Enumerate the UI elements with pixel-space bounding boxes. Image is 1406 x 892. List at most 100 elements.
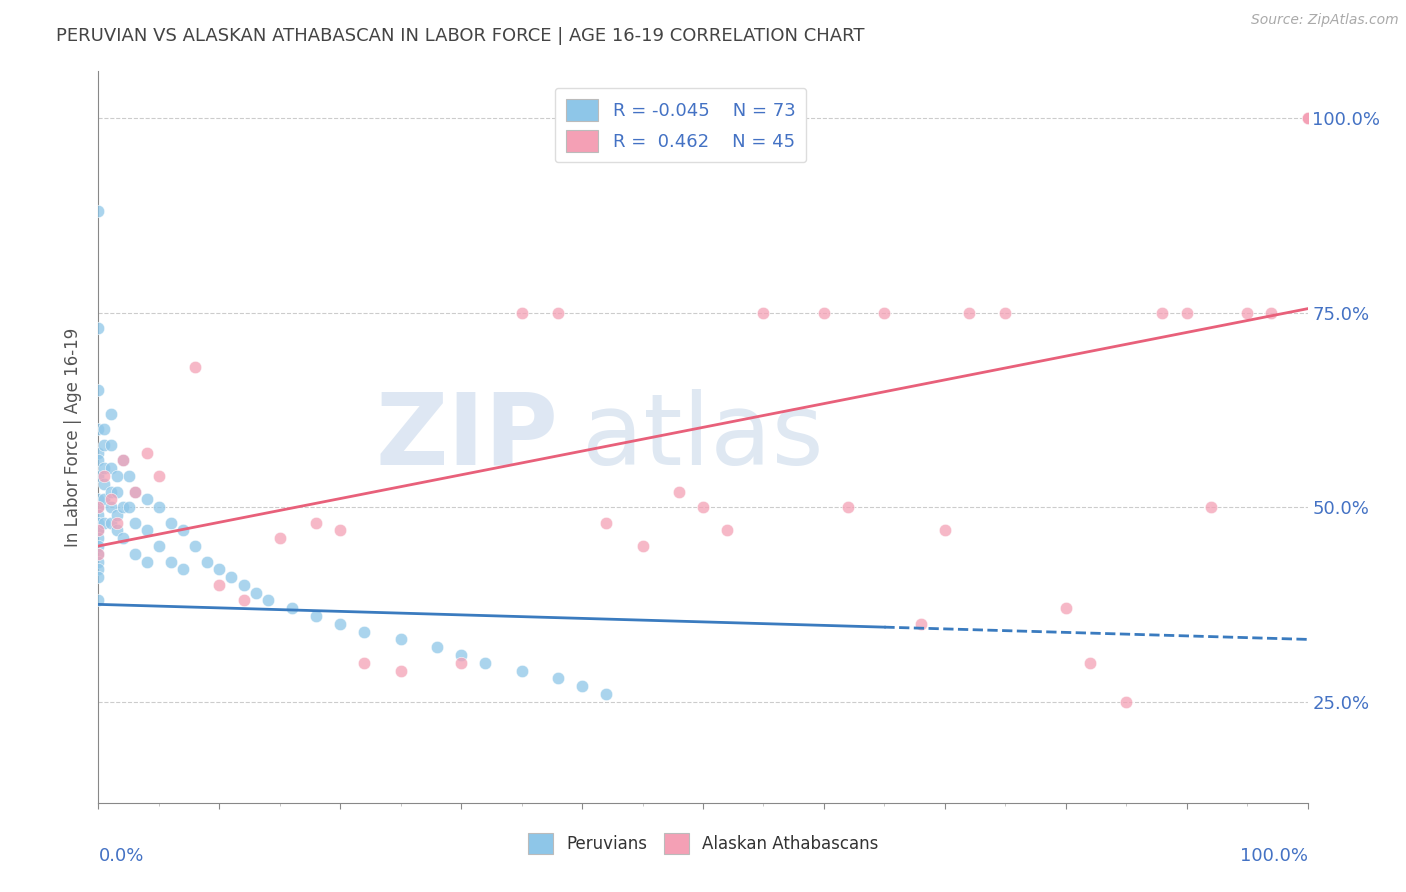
Point — [87, 453, 110, 467]
Point — [111, 500, 134, 515]
Point — [87, 547, 110, 561]
Point — [87, 422, 110, 436]
Point — [232, 593, 254, 607]
Point — [87, 524, 110, 538]
Point — [105, 508, 128, 522]
Point — [100, 492, 122, 507]
Point — [118, 469, 141, 483]
Point — [305, 516, 328, 530]
Point — [1296, 111, 1319, 125]
Point — [450, 648, 472, 662]
Point — [87, 445, 110, 459]
Text: Source: ZipAtlas.com: Source: ZipAtlas.com — [1251, 13, 1399, 28]
Point — [105, 524, 128, 538]
Point — [269, 531, 291, 545]
Point — [111, 453, 134, 467]
Point — [87, 570, 110, 584]
Point — [100, 484, 122, 499]
Point — [994, 305, 1017, 319]
Point — [87, 469, 110, 483]
Point — [93, 492, 115, 507]
Point — [221, 570, 243, 584]
Point — [100, 407, 122, 421]
Point — [100, 500, 122, 515]
Point — [87, 547, 110, 561]
Point — [1236, 305, 1258, 319]
Point — [510, 305, 533, 319]
Point — [87, 562, 110, 576]
Point — [87, 500, 110, 515]
Point — [668, 484, 690, 499]
Point — [1054, 601, 1077, 615]
Text: atlas: atlas — [582, 389, 824, 485]
Point — [547, 671, 569, 685]
Point — [934, 524, 956, 538]
Point — [93, 461, 115, 475]
Point — [595, 687, 617, 701]
Point — [93, 516, 115, 530]
Text: PERUVIAN VS ALASKAN ATHABASCAN IN LABOR FORCE | AGE 16-19 CORRELATION CHART: PERUVIAN VS ALASKAN ATHABASCAN IN LABOR … — [56, 27, 865, 45]
Point — [172, 562, 194, 576]
Point — [93, 469, 115, 483]
Point — [245, 585, 267, 599]
Point — [1199, 500, 1222, 515]
Point — [837, 500, 859, 515]
Point — [135, 524, 157, 538]
Point — [148, 539, 170, 553]
Text: ZIP: ZIP — [375, 389, 558, 485]
Point — [1152, 305, 1174, 319]
Point — [1115, 695, 1137, 709]
Point — [426, 640, 449, 655]
Point — [87, 321, 110, 335]
Point — [474, 656, 496, 670]
Point — [813, 305, 835, 319]
Point — [389, 664, 412, 678]
Point — [389, 632, 412, 647]
Point — [547, 305, 569, 319]
Point — [93, 476, 115, 491]
Point — [111, 531, 134, 545]
Point — [172, 524, 194, 538]
Point — [716, 524, 738, 538]
Point — [124, 484, 146, 499]
Point — [135, 492, 157, 507]
Point — [1175, 305, 1198, 319]
Point — [329, 616, 352, 631]
Text: 100.0%: 100.0% — [1240, 847, 1308, 864]
Point — [148, 500, 170, 515]
Point — [100, 438, 122, 452]
Point — [160, 555, 183, 569]
Point — [910, 616, 932, 631]
Point — [100, 516, 122, 530]
Point — [752, 305, 775, 319]
Point — [87, 539, 110, 553]
Legend: Peruvians, Alaskan Athabascans: Peruvians, Alaskan Athabascans — [522, 827, 884, 860]
Point — [105, 469, 128, 483]
Point — [957, 305, 980, 319]
Point — [353, 624, 375, 639]
Point — [571, 679, 593, 693]
Point — [631, 539, 654, 553]
Point — [87, 524, 110, 538]
Point — [118, 500, 141, 515]
Point — [353, 656, 375, 670]
Point — [195, 555, 218, 569]
Point — [595, 516, 617, 530]
Point — [160, 516, 183, 530]
Point — [305, 609, 328, 624]
Point — [87, 555, 110, 569]
Point — [232, 578, 254, 592]
Point — [208, 578, 231, 592]
Point — [93, 422, 115, 436]
Point — [184, 539, 207, 553]
Point — [184, 359, 207, 374]
Point — [111, 453, 134, 467]
Point — [135, 445, 157, 459]
Y-axis label: In Labor Force | Age 16-19: In Labor Force | Age 16-19 — [65, 327, 83, 547]
Point — [87, 384, 110, 398]
Point — [93, 438, 115, 452]
Point — [1296, 111, 1319, 125]
Point — [124, 547, 146, 561]
Point — [329, 524, 352, 538]
Point — [87, 593, 110, 607]
